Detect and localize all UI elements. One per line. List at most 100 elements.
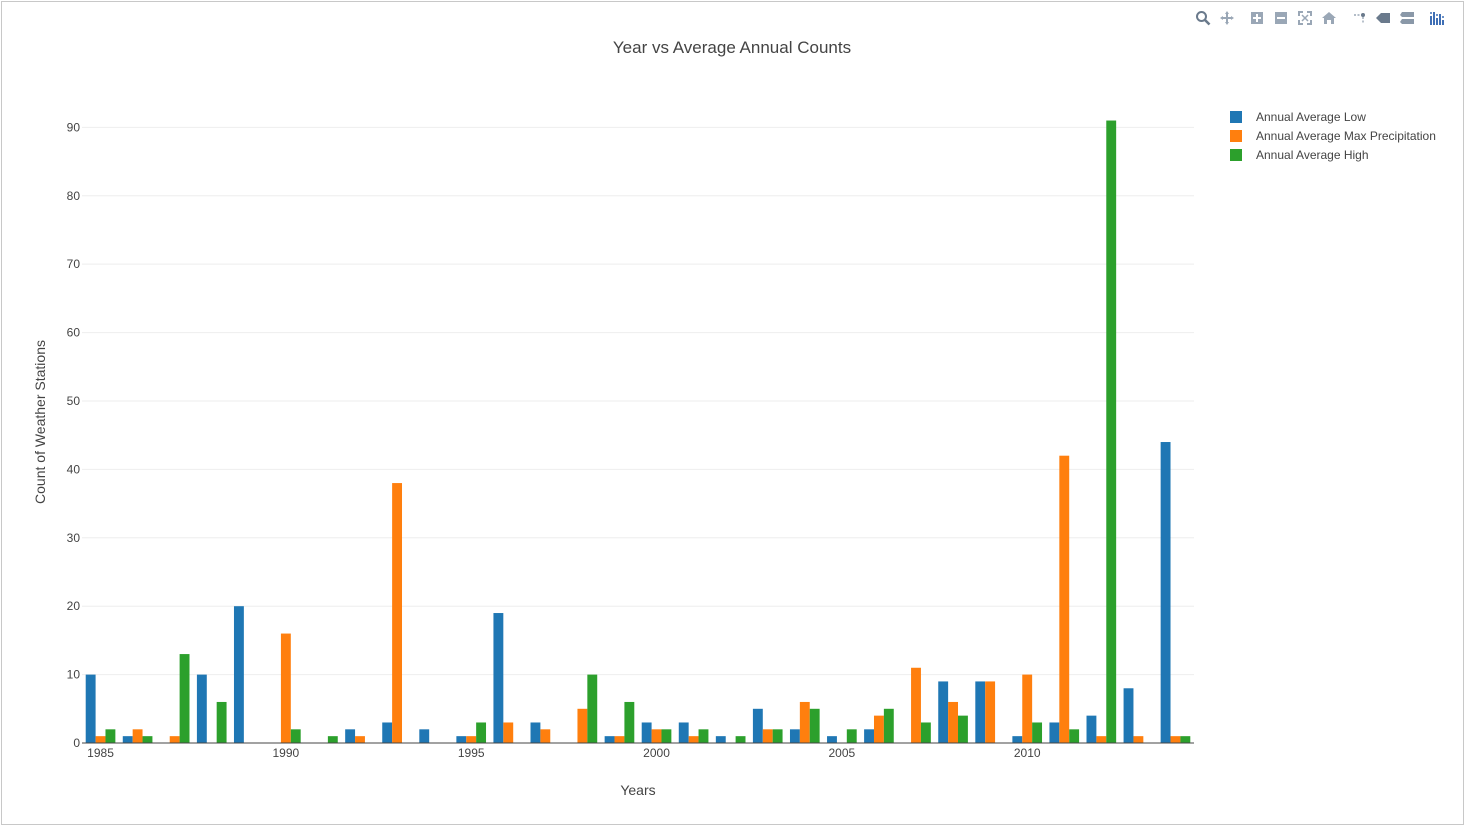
reset-axes-icon[interactable]: [1317, 8, 1341, 28]
zoom-in-icon[interactable]: [1245, 8, 1269, 28]
bar: [624, 701, 635, 743]
bar: [1106, 120, 1117, 743]
bar: [661, 729, 672, 743]
y-axis-title: Count of Weather Stations: [32, 340, 48, 504]
x-tick-label: 1995: [458, 746, 485, 760]
bar: [466, 736, 477, 743]
bar: [456, 736, 467, 743]
hover-compare-icon[interactable]: [1395, 8, 1419, 28]
bar: [846, 729, 857, 743]
bar: [476, 722, 487, 743]
bar: [1160, 442, 1171, 743]
bar: [142, 736, 153, 743]
bar: [392, 483, 403, 743]
bar: [1012, 736, 1023, 743]
zoom-out-icon[interactable]: [1269, 8, 1293, 28]
bar: [290, 729, 301, 743]
bar: [873, 715, 884, 743]
y-tick-label: 20: [67, 599, 81, 613]
bar: [614, 736, 625, 743]
x-tick-label: 2000: [643, 746, 670, 760]
bar: [280, 633, 291, 743]
legend-swatch: [1230, 111, 1242, 123]
bar: [587, 674, 598, 743]
bar: [419, 729, 430, 743]
bar: [327, 736, 338, 743]
bar: [883, 708, 894, 743]
bars: [85, 120, 1191, 743]
bar: [864, 729, 874, 743]
bar: [1123, 688, 1134, 743]
bar: [641, 722, 652, 743]
x-tick-label: 2005: [829, 746, 856, 760]
bar: [345, 729, 356, 743]
bar: [493, 613, 504, 743]
grid-lines: [82, 126, 1194, 676]
bar: [698, 729, 709, 743]
legend-label: Annual Average High: [1256, 148, 1369, 162]
y-tick-label: 60: [67, 326, 81, 340]
x-tick-label: 2010: [1014, 746, 1041, 760]
bar: [827, 736, 837, 743]
bar: [799, 701, 810, 743]
bar: [948, 701, 959, 743]
bar: [105, 729, 116, 743]
bar: [911, 667, 921, 743]
bar: [604, 736, 615, 743]
bar: [1022, 674, 1033, 743]
legend-label: Annual Average Low: [1256, 110, 1366, 124]
hover-closest-icon[interactable]: [1371, 8, 1395, 28]
bar: [678, 722, 689, 743]
bar: [577, 708, 588, 743]
y-tick-label: 80: [67, 189, 81, 203]
bar: [762, 729, 773, 743]
bar: [651, 729, 662, 743]
bar: [382, 722, 393, 743]
bar: [1170, 736, 1181, 743]
bar: [715, 736, 726, 743]
bar: [1086, 715, 1097, 743]
bar: [1069, 729, 1080, 743]
bar: [216, 701, 227, 743]
bar: [1049, 722, 1060, 743]
pan-icon[interactable]: [1215, 8, 1239, 28]
bar: [196, 674, 207, 743]
bar: [920, 722, 931, 743]
bar: [85, 674, 96, 743]
legend: Annual Average Low Annual Average Max Pre…: [1230, 110, 1436, 162]
x-tick-label: 1985: [87, 746, 114, 760]
axes: 0 10 20 30 40 50 60 70 80 90 1985 1990 1995 2000 2005 2…: [67, 120, 1194, 760]
bar: [1032, 722, 1043, 743]
bar: [809, 708, 820, 743]
bar: [958, 715, 968, 743]
bar: [132, 729, 143, 743]
x-axis-title: Years: [620, 782, 655, 798]
y-tick-label: 50: [67, 394, 81, 408]
zoom-icon[interactable]: [1191, 8, 1215, 28]
plotly-logo-icon[interactable]: [1425, 8, 1449, 28]
bar: [752, 708, 763, 743]
x-tick-label: 1990: [273, 746, 300, 760]
bar: [1180, 736, 1191, 743]
bar: [789, 729, 800, 743]
bar: [938, 681, 949, 743]
y-tick-label: 90: [67, 120, 81, 134]
bar: [503, 722, 514, 743]
autoscale-icon[interactable]: [1293, 8, 1317, 28]
bar: [985, 681, 996, 743]
bar: [1059, 455, 1070, 743]
bar: [540, 729, 551, 743]
bar: [233, 606, 244, 743]
bar: [530, 722, 541, 743]
y-tick-label: 70: [67, 257, 81, 271]
bar: [1096, 736, 1107, 743]
y-tick-label: 10: [67, 668, 81, 682]
bar: [735, 736, 746, 743]
y-tick-label: 40: [67, 462, 81, 476]
bar: [95, 736, 106, 743]
bar: [772, 729, 783, 743]
spike-lines-icon[interactable]: [1347, 8, 1371, 28]
bar: [355, 736, 365, 743]
